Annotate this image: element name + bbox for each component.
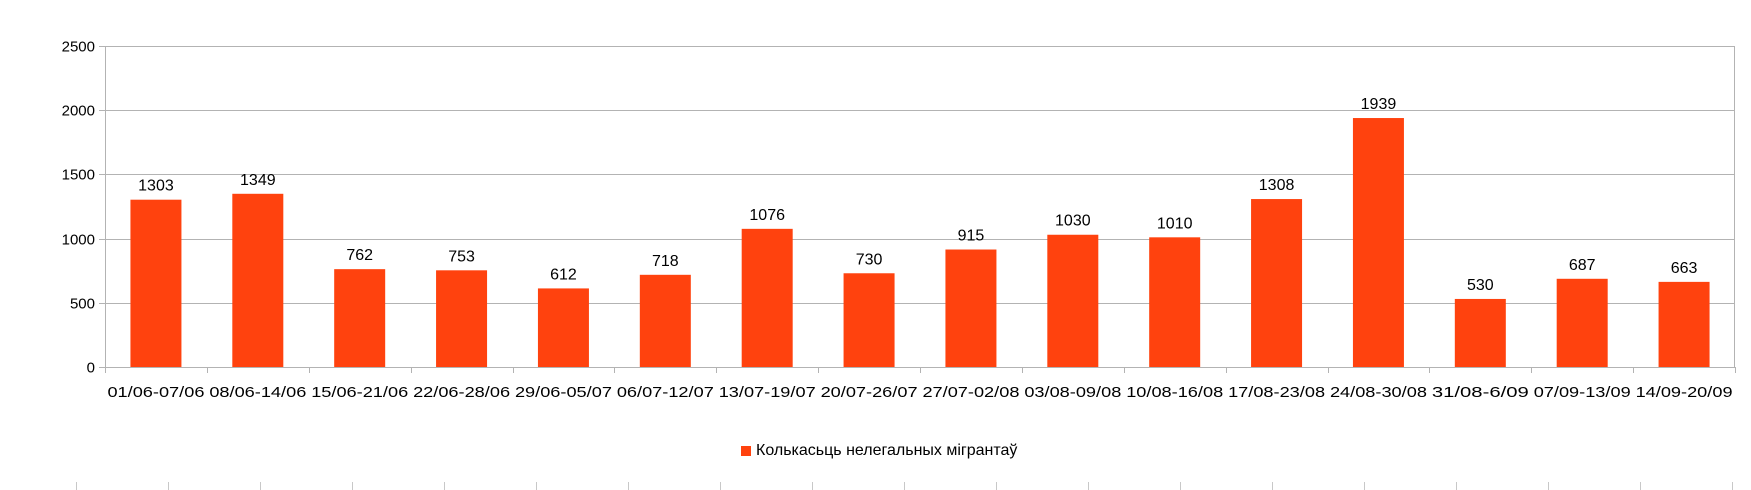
data-label: 730: [856, 251, 883, 268]
x-tick-label: 27/07-02/08: [922, 384, 1019, 401]
legend-swatch: [741, 446, 751, 456]
bar: [945, 249, 997, 367]
data-label: 1010: [1157, 215, 1193, 232]
x-tick-label: 20/07-26/07: [821, 384, 918, 401]
data-label: 1303: [138, 178, 174, 195]
x-tick-label: 03/08-09/08: [1024, 384, 1121, 401]
data-label: 1939: [1361, 96, 1397, 113]
data-label: 1349: [240, 172, 276, 189]
bar: [232, 193, 284, 367]
y-tick-label: 1000: [62, 232, 95, 249]
data-label: 530: [1467, 277, 1494, 294]
legend-label: Колькасьць нелегальных мігрантаў: [756, 442, 1018, 459]
x-tick-label: 31/08-6/09: [1432, 384, 1529, 401]
legend: Колькасьць нелегальных мігрантаў: [741, 442, 1017, 460]
y-tick-label: 0: [87, 360, 95, 377]
data-label: 1076: [749, 207, 785, 224]
y-tick-label: 500: [70, 296, 95, 313]
axes: [99, 46, 1736, 373]
x-tick-label: 06/07-12/07: [617, 384, 714, 401]
x-axis-ticks: 01/06-07/06 08/06-14/06 15/06-21/06 22/06-2…: [107, 384, 1732, 401]
x-tick-label: 14/09-20/09: [1636, 384, 1733, 401]
y-tick-label: 1500: [62, 167, 95, 184]
y-tick-label: 2000: [62, 103, 95, 120]
bar: [334, 269, 386, 367]
bar: [130, 199, 182, 367]
bar: [1047, 234, 1099, 367]
data-label: 915: [958, 228, 985, 245]
x-tick-label: 13/07-19/07: [719, 384, 816, 401]
bar: [1454, 298, 1506, 367]
x-tick-label: 07/09-13/09: [1534, 384, 1631, 401]
data-labels: 1303 1349 762 753 612 718 1076 730 915 1030 1010 13…: [138, 96, 1697, 294]
data-label: 1308: [1259, 177, 1295, 194]
data-label: 663: [1671, 260, 1698, 277]
bar: [1251, 199, 1303, 367]
x-tick-label: 01/06-07/06: [107, 384, 204, 401]
x-tick-label: 10/08-16/08: [1126, 384, 1223, 401]
bar: [843, 273, 895, 367]
data-label: 1030: [1055, 213, 1091, 230]
x-tick-label: 17/08-23/08: [1228, 384, 1325, 401]
x-tick-label: 22/06-28/06: [413, 384, 510, 401]
bottom-ruler: [76, 482, 1733, 490]
bar: [1658, 281, 1710, 367]
x-tick-label: 29/06-05/07: [515, 384, 612, 401]
data-label: 718: [652, 253, 679, 270]
bars: [130, 118, 1710, 367]
bar: [537, 288, 589, 367]
bar: [1149, 237, 1201, 367]
y-axis-ticks: 0 500 1000 1500 2000 2500: [62, 39, 95, 377]
bar: [639, 274, 691, 367]
bar: [436, 270, 488, 367]
x-tick-label: 08/06-14/06: [209, 384, 306, 401]
data-label: 687: [1569, 257, 1596, 274]
x-tick-label: 15/06-21/06: [311, 384, 408, 401]
data-label: 753: [448, 248, 475, 265]
data-label: 762: [346, 247, 373, 264]
x-tick-label: 24/08-30/08: [1330, 384, 1427, 401]
y-tick-label: 2500: [62, 39, 95, 56]
bar: [741, 228, 793, 367]
bar: [1556, 278, 1608, 367]
data-label: 612: [550, 266, 577, 283]
bar: [1352, 118, 1404, 367]
